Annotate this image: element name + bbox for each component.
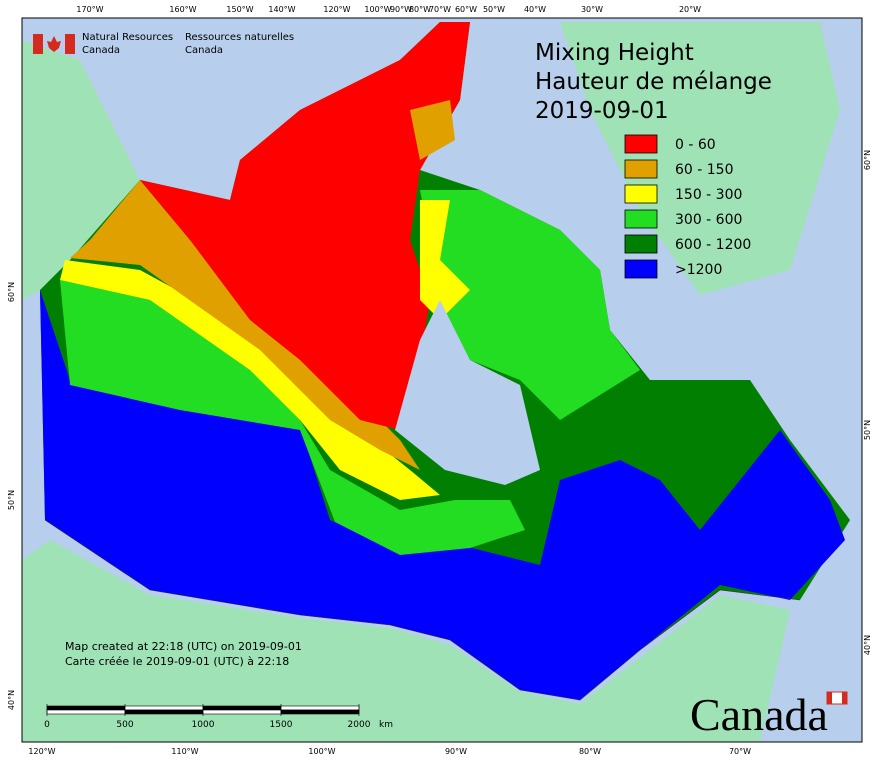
graticule-label: 50°W (483, 5, 505, 14)
flag-bar (33, 34, 43, 54)
scale-label: 500 (116, 720, 133, 730)
scale-segment (280, 709, 360, 715)
hudson-bay (395, 300, 540, 485)
graticule-label: 20°W (679, 5, 701, 14)
graticule-label: 60°N (863, 150, 872, 170)
graticule-label: 140°W (268, 5, 295, 14)
scale-segment (46, 709, 126, 715)
map-frame (21, 17, 863, 743)
graticule-label: 40°N (7, 690, 16, 710)
graticule-label: 170°W (76, 5, 103, 14)
legend-swatch (624, 209, 658, 229)
zone (420, 190, 640, 420)
border (44, 519, 801, 701)
graticule-label: 80°W (579, 747, 601, 756)
legend-swatch (624, 134, 658, 154)
zone (60, 260, 440, 500)
flag-bar (65, 34, 75, 54)
legend-label: 600 - 1200 (675, 237, 751, 253)
graticule-label: 50°N (863, 420, 872, 440)
title: Hauteur de mélange (535, 69, 772, 95)
graticule-label: 120°W (28, 747, 55, 756)
scale-label: 1500 (270, 720, 293, 730)
scale-segment (124, 709, 204, 715)
graticule-label: 60°W (455, 5, 477, 14)
scale-segment (280, 705, 360, 711)
legend-swatch (624, 184, 658, 204)
scale-segment (46, 705, 126, 711)
scale-unit: km (379, 720, 393, 730)
scale-label: 0 (44, 720, 50, 730)
wordmark-flag (827, 692, 832, 704)
scale-label: 1000 (192, 720, 215, 730)
usa (22, 540, 790, 742)
legend-swatch (624, 234, 658, 254)
graticule-label: 40°N (863, 635, 872, 655)
graticule-label: 150°W (226, 5, 253, 14)
graticule-label: 60°N (7, 282, 16, 302)
graticule-label: 40°W (524, 5, 546, 14)
zone (420, 200, 470, 320)
scale-segment (202, 709, 282, 715)
zone (410, 100, 455, 160)
legend-label: 0 - 60 (675, 137, 716, 153)
wordmark-flag (842, 692, 847, 704)
graticule-label: 70°W (429, 5, 451, 14)
legend-swatch (624, 259, 658, 279)
agency-en: Natural Resources (82, 32, 173, 43)
zone (140, 22, 470, 430)
agency-fr: Ressources naturelles (185, 32, 294, 43)
credit: Carte créée le 2019-09-01 (UTC) à 22:18 (65, 655, 289, 668)
graticule-label: 90°W (390, 5, 412, 14)
legend-label: >1200 (675, 262, 722, 278)
graticule-label: 70°W (729, 747, 751, 756)
credit: Map created at 22:18 (UTC) on 2019-09-01 (65, 640, 302, 653)
scale-segment (124, 705, 204, 711)
agency-fr: Canada (185, 45, 223, 56)
graticule-label: 90°W (445, 747, 467, 756)
flag-leaf (47, 36, 61, 52)
graticule-label: 50°N (7, 490, 16, 510)
zone (40, 290, 845, 700)
wordmark: Canada (690, 689, 828, 740)
graticule-label: 160°W (169, 5, 196, 14)
graticule-label: 110°W (171, 747, 198, 756)
graticule-label: 100°W (364, 5, 391, 14)
alaska (22, 40, 140, 300)
legend-label: 300 - 600 (675, 212, 742, 228)
legend-label: 150 - 300 (675, 187, 742, 203)
graticule-label: 100°W (308, 747, 335, 756)
zone (60, 280, 525, 555)
legend-swatch (624, 159, 658, 179)
greenland (560, 22, 840, 295)
scale-label: 2000 (348, 720, 371, 730)
graticule-label: 80°W (409, 5, 431, 14)
graticule-label: 30°W (581, 5, 603, 14)
title: Mixing Height (535, 40, 694, 66)
graticule-label: 120°W (323, 5, 350, 14)
title-date: 2019-09-01 (535, 98, 669, 124)
legend-label: 60 - 150 (675, 162, 734, 178)
scale-segment (202, 705, 282, 711)
agency-en: Canada (82, 45, 120, 56)
zone (70, 180, 420, 470)
